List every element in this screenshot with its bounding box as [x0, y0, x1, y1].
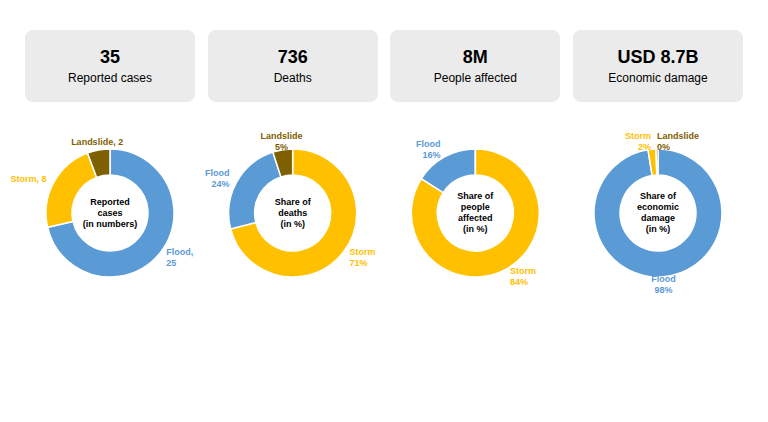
svg-text:Flood98%: Flood98% — [651, 274, 676, 295]
svg-text:Landslide, 2: Landslide, 2 — [71, 137, 123, 147]
html-text:Reported cases (in numbers): Reported cases (in numbers) — [82, 196, 138, 229]
html-text:People affected: People affected — [433, 71, 517, 85]
html-text:Deaths: Deaths — [273, 71, 312, 85]
html-text:Share of economic damage (in %: Share of economic damage (in %) — [637, 191, 679, 234]
svg-text:Landslide0%: Landslide0% — [657, 131, 699, 152]
html-text:Reported cases: Reported cases — [68, 71, 152, 85]
html-text:8M: 8M — [462, 47, 488, 67]
svg-text:Flood,25: Flood,25 — [166, 247, 193, 268]
html-text:USD 8.7B: USD 8.7B — [617, 47, 699, 67]
svg-text:Storm71%: Storm71% — [350, 247, 376, 268]
svg-text:Landslide5%: Landslide5% — [260, 131, 302, 152]
svg-text:Flood24%: Flood24% — [205, 168, 230, 189]
html-text:736: 736 — [277, 47, 308, 67]
svg-text:Storm, 8: Storm, 8 — [11, 174, 47, 184]
html-text:Share of deaths (in %): Share of deaths (in %) — [274, 196, 311, 229]
svg-text:Storm2%: Storm2% — [625, 131, 651, 152]
html-text:Share of people affected (in %: Share of people affected (in %) — [457, 191, 494, 234]
svg-text:Flood16%: Flood16% — [416, 139, 441, 160]
html-text:Economic damage: Economic damage — [608, 71, 708, 85]
svg-text:Storm84%: Storm84% — [510, 266, 536, 287]
html-text:35: 35 — [100, 47, 120, 67]
